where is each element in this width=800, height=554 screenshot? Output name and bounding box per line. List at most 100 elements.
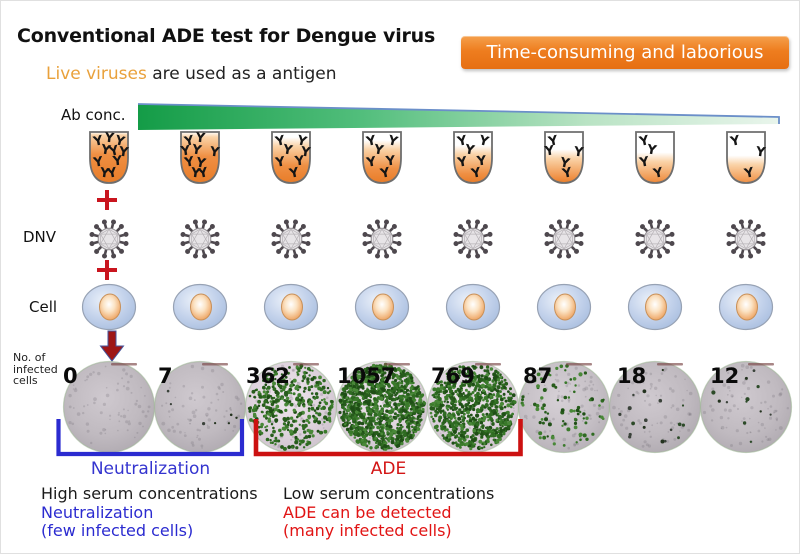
infection-dots bbox=[429, 365, 517, 451]
svg-text:Y: Y bbox=[475, 154, 488, 170]
svg-text:Y: Y bbox=[543, 143, 556, 159]
infection-dots bbox=[161, 364, 243, 449]
time-consuming-badge: Time-consuming and laborious bbox=[461, 36, 789, 69]
svg-text:Y: Y bbox=[194, 155, 208, 172]
svg-text:Y: Y bbox=[179, 143, 192, 159]
dnv-label: DNV bbox=[23, 228, 57, 246]
well bbox=[335, 360, 429, 454]
svg-text:Y: Y bbox=[273, 133, 287, 150]
svg-text:Y: Y bbox=[572, 144, 585, 160]
cell-icon bbox=[172, 283, 228, 331]
ade-label: ADE bbox=[370, 459, 407, 479]
brackets bbox=[56, 419, 523, 457]
neutralization-bracket bbox=[56, 419, 245, 457]
infection-dots bbox=[702, 363, 789, 447]
svg-text:Y: Y bbox=[105, 165, 119, 182]
svg-text:Y: Y bbox=[742, 165, 756, 182]
well-count: 87 bbox=[523, 364, 553, 388]
subtitle: Live viruses are used as a antigen bbox=[46, 64, 337, 84]
well-watermark bbox=[293, 363, 319, 366]
svg-text:Y: Y bbox=[99, 142, 112, 159]
infection-dots bbox=[612, 367, 693, 448]
svg-text:Y: Y bbox=[294, 133, 308, 150]
virus-icon bbox=[271, 219, 311, 259]
antibody-y-icons: YYY bbox=[728, 133, 767, 182]
svg-text:Y: Y bbox=[189, 165, 202, 181]
antibody-y-icons: Y YY Y YY YYY bbox=[179, 130, 221, 182]
svg-text:Y: Y bbox=[560, 165, 574, 182]
svg-text:Y: Y bbox=[651, 165, 665, 182]
svg-text:Y: Y bbox=[754, 144, 767, 160]
virus-icon bbox=[180, 219, 220, 259]
neutralization-label: Neutralization bbox=[90, 459, 211, 479]
infection-dots bbox=[520, 364, 605, 450]
plus-icon bbox=[97, 260, 117, 280]
svg-text:Y: Y bbox=[281, 142, 294, 159]
subtitle-rest: are used as a antigen bbox=[146, 64, 337, 84]
tube-shape bbox=[362, 131, 402, 184]
cell-icon bbox=[718, 283, 774, 331]
svg-text:Y: Y bbox=[117, 144, 130, 160]
svg-text:Y: Y bbox=[182, 133, 196, 150]
antibody-y-icons: Y YY YY YY bbox=[273, 133, 312, 182]
svg-text:Y: Y bbox=[287, 165, 301, 182]
svg-text:Y: Y bbox=[91, 154, 104, 171]
well-watermark bbox=[384, 363, 410, 366]
svg-text:Y: Y bbox=[476, 133, 490, 150]
svg-text:Y: Y bbox=[455, 154, 468, 171]
infection-dots bbox=[68, 365, 151, 445]
cell-icon bbox=[627, 283, 683, 331]
antibody-y-icons: Y YYY YY bbox=[455, 133, 491, 182]
tube-shape bbox=[271, 131, 311, 184]
tube-shape bbox=[89, 131, 129, 184]
well-plate-row bbox=[62, 360, 793, 454]
plus-icon bbox=[97, 190, 117, 210]
well-circle bbox=[699, 360, 793, 454]
svg-text:Y: Y bbox=[364, 133, 378, 150]
cell-nucleus bbox=[281, 293, 303, 321]
virus-icon bbox=[453, 219, 493, 259]
antibody-y-icons: YY YYY bbox=[543, 133, 585, 182]
virus-icon bbox=[726, 219, 766, 259]
svg-text:Y: Y bbox=[299, 144, 312, 160]
cell-icon bbox=[445, 283, 501, 331]
wedge-blue-edge bbox=[137, 103, 780, 124]
well-watermark bbox=[111, 363, 137, 366]
svg-text:Y: Y bbox=[546, 133, 560, 150]
svg-text:Y: Y bbox=[463, 142, 476, 159]
tube-shape bbox=[544, 131, 584, 184]
svg-text:Y: Y bbox=[372, 142, 385, 159]
cell-nucleus bbox=[645, 293, 667, 321]
well-count: 7 bbox=[158, 364, 173, 388]
antibody-tube: Y YY YY YY bbox=[271, 131, 312, 184]
svg-text:Y: Y bbox=[637, 154, 650, 171]
svg-text:Y: Y bbox=[107, 143, 121, 160]
well-count: 1057 bbox=[337, 364, 396, 388]
svg-text:Y: Y bbox=[455, 133, 469, 150]
cell-nucleus bbox=[554, 293, 576, 321]
well-watermark bbox=[657, 363, 683, 366]
antibody-tube: Y YY Y YY YYY bbox=[179, 130, 221, 184]
antibody-tube: YY YYY bbox=[543, 131, 585, 184]
antibody-y-icons: Y YYY YY bbox=[364, 133, 400, 182]
subtitle-highlight: Live viruses bbox=[46, 64, 147, 84]
svg-text:Y: Y bbox=[728, 133, 742, 150]
cell-nucleus bbox=[190, 293, 212, 321]
down-arrow-icon bbox=[99, 330, 125, 362]
svg-text:Y: Y bbox=[637, 133, 651, 150]
well-count: 769 bbox=[431, 364, 475, 388]
antibody-tube: Y YYY YY bbox=[453, 131, 493, 184]
well-count: 0 bbox=[63, 364, 78, 388]
virus-icon bbox=[544, 219, 584, 259]
antibody-tube: YYY bbox=[726, 131, 767, 184]
svg-text:Y: Y bbox=[384, 154, 397, 170]
svg-text:Y: Y bbox=[364, 154, 377, 171]
tube-shape bbox=[180, 131, 220, 184]
cell-label: Cell bbox=[29, 298, 58, 316]
tube-shape bbox=[453, 131, 493, 184]
ab-conc-label: Ab conc. bbox=[61, 106, 126, 124]
